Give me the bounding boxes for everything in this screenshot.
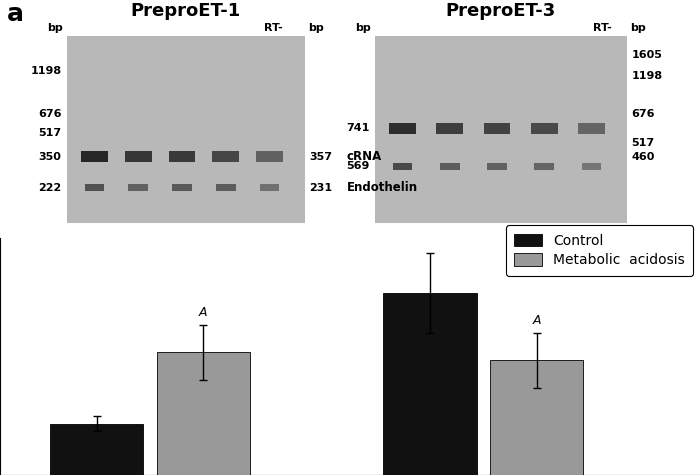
Bar xyxy=(213,151,239,162)
Text: bp: bp xyxy=(308,23,323,33)
Bar xyxy=(490,360,583,475)
Bar xyxy=(85,184,104,191)
Bar xyxy=(484,123,510,134)
Text: PreproET-3: PreproET-3 xyxy=(445,2,556,20)
Bar xyxy=(256,151,283,162)
Bar xyxy=(531,123,557,134)
Bar xyxy=(487,162,507,170)
Text: Endothelin: Endothelin xyxy=(346,181,418,194)
Text: 231: 231 xyxy=(309,182,332,193)
Text: 350: 350 xyxy=(38,152,62,162)
Bar xyxy=(125,151,152,162)
Bar xyxy=(81,151,108,162)
Bar xyxy=(172,184,192,191)
Text: RT-: RT- xyxy=(264,23,282,33)
Text: 460: 460 xyxy=(631,152,654,162)
Text: bp: bp xyxy=(355,23,371,33)
Bar xyxy=(66,36,304,223)
Bar xyxy=(50,424,144,475)
Bar xyxy=(384,293,477,475)
Text: 517: 517 xyxy=(631,137,654,148)
Text: 676: 676 xyxy=(38,109,62,119)
Bar xyxy=(374,36,626,223)
Text: 1198: 1198 xyxy=(31,66,62,76)
Bar xyxy=(216,184,236,191)
Bar xyxy=(582,162,601,170)
Bar xyxy=(534,162,554,170)
Text: 741: 741 xyxy=(346,123,370,133)
Text: A: A xyxy=(199,305,208,319)
Text: 517: 517 xyxy=(38,128,62,138)
Bar xyxy=(260,184,279,191)
Bar xyxy=(393,162,412,170)
Bar xyxy=(437,123,463,134)
Bar xyxy=(440,162,460,170)
Text: a: a xyxy=(7,2,24,27)
Bar xyxy=(128,184,148,191)
Text: 1198: 1198 xyxy=(631,71,662,81)
Text: RT-: RT- xyxy=(593,23,611,33)
Text: 357: 357 xyxy=(309,152,332,162)
Legend: Control, Metabolic  acidosis: Control, Metabolic acidosis xyxy=(505,226,693,276)
Bar xyxy=(578,123,605,134)
Text: bp: bp xyxy=(48,23,63,33)
Text: PreproET-1: PreproET-1 xyxy=(130,2,241,20)
Text: cRNA: cRNA xyxy=(346,150,382,163)
Bar xyxy=(389,123,416,134)
Text: A: A xyxy=(533,314,541,327)
Text: 222: 222 xyxy=(38,182,62,193)
Bar xyxy=(157,352,250,475)
Text: 1605: 1605 xyxy=(631,49,662,60)
Bar xyxy=(169,151,195,162)
Text: bp: bp xyxy=(630,23,645,33)
Text: 676: 676 xyxy=(631,109,655,119)
Text: 569: 569 xyxy=(346,161,370,171)
